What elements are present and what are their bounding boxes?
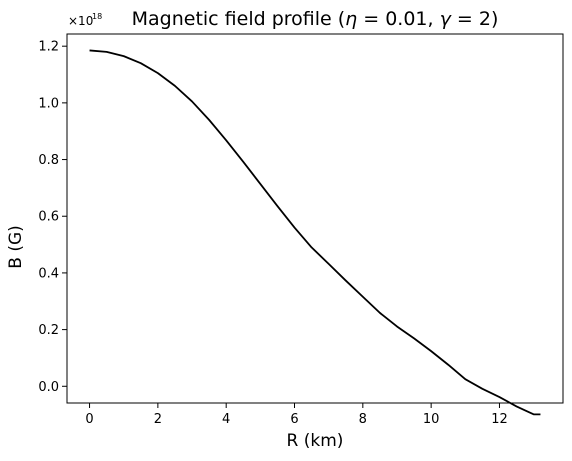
title-eq1: = 0.01, <box>357 8 439 30</box>
chart-title: Magnetic field profile (η = 0.01, γ = 2) <box>132 8 499 30</box>
title-gamma: γ <box>440 8 453 30</box>
y-tick-label: 0.8 <box>38 153 59 168</box>
y-axis-label: B (G) <box>6 225 26 269</box>
x-axis-ticks: 0 2 4 6 8 10 12 <box>85 403 508 427</box>
series-line <box>89 49 541 416</box>
y-tick-label: 0.0 <box>38 380 59 395</box>
plot-frame <box>66 33 564 404</box>
y-offset-base: ×10 <box>68 14 93 28</box>
x-tick-label: 4 <box>222 412 230 427</box>
x-tick-label: 8 <box>359 412 367 427</box>
y-tick-label: 0.4 <box>38 266 59 281</box>
y-axis-ticks: 0.0 0.2 0.4 0.6 0.8 1.0 1.2 <box>38 40 67 395</box>
y-tick-label: 1.2 <box>38 40 59 55</box>
x-tick-label: 0 <box>85 412 93 427</box>
y-offset-exponent: 18 <box>92 12 102 21</box>
y-tick-label: 0.2 <box>38 323 59 338</box>
x-tick-label: 10 <box>423 412 440 427</box>
y-tick-label: 0.6 <box>38 210 59 225</box>
x-tick-label: 6 <box>290 412 298 427</box>
x-tick-label: 2 <box>154 412 162 427</box>
svg-text:Magnetic field profile (η = 0.: Magnetic field profile (η = 0.01, γ = 2) <box>132 8 499 30</box>
title-prefix: Magnetic field profile ( <box>132 8 346 30</box>
y-tick-label: 1.0 <box>38 96 59 111</box>
y-offset-label: ×10 18 <box>68 12 102 28</box>
title-eq2: = 2) <box>451 8 499 30</box>
x-tick-label: 12 <box>491 412 508 427</box>
x-axis-label: R (km) <box>287 431 344 451</box>
title-eta: η <box>345 8 357 30</box>
